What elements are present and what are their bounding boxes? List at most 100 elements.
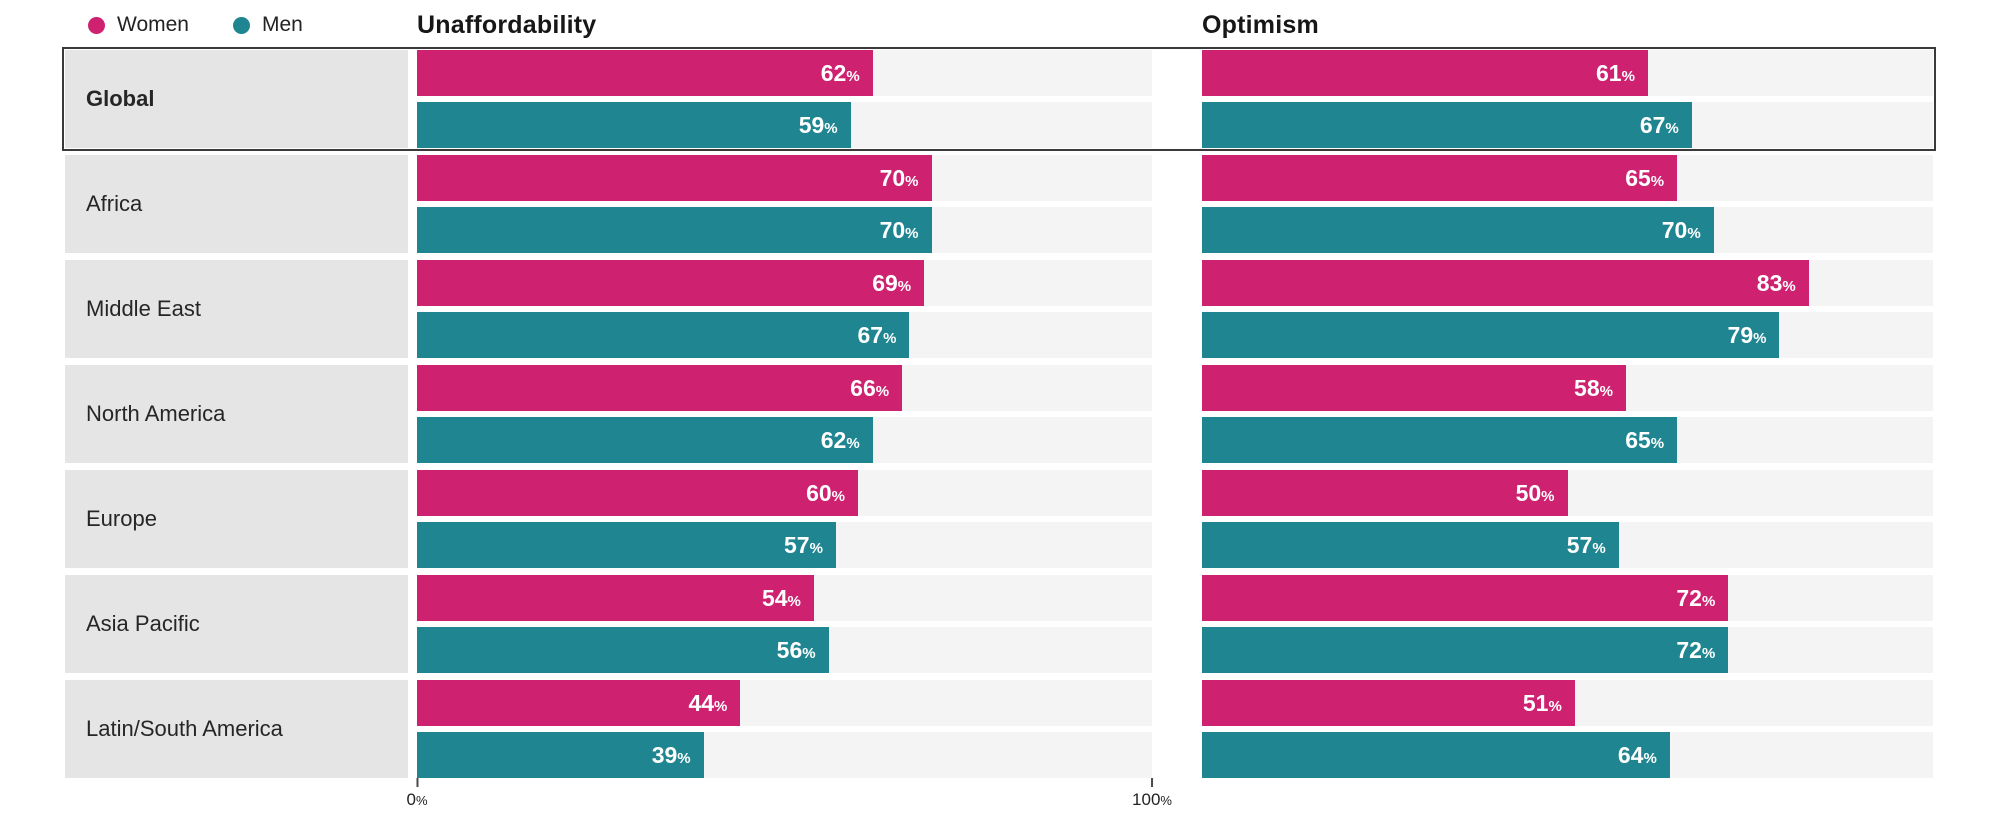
optimism-bars: 50% 57% (1202, 470, 1933, 568)
bar-value: 58% (1574, 374, 1613, 401)
bar-value-number: 57 (784, 531, 810, 558)
men-bar: 57% (1202, 522, 1619, 568)
women-bar: 69% (417, 260, 925, 306)
unaffordability-bars: 69% 67% (417, 260, 1152, 358)
men-bar: 65% (1202, 417, 1678, 463)
bar-value: 70% (880, 166, 919, 190)
bar-value: 50% (1515, 479, 1555, 506)
women-bar: 83% (1202, 260, 1809, 306)
bar-value: 69% (872, 271, 912, 295)
optimism-bars: 58% 65% (1202, 365, 1933, 463)
men-bar: 64% (1202, 732, 1670, 778)
percent-sign: % (824, 119, 838, 137)
axis-tick-label: 0% (406, 791, 427, 808)
men-bar-track: 62% (417, 417, 1152, 463)
percent-sign: % (1665, 119, 1679, 137)
bar-value-number: 58 (1574, 374, 1600, 401)
women-bar: 51% (1202, 680, 1575, 726)
unaffordability-bars: 54% 56% (417, 575, 1152, 673)
legend-item-men: Men (232, 13, 303, 37)
women-bar-track: 72% (1202, 575, 1933, 621)
men-bar: 39% (417, 732, 704, 778)
percent-sign: % (415, 793, 428, 808)
percent-sign: % (846, 434, 860, 452)
men-bar: 62% (417, 417, 873, 463)
axis-tick-100: 100% (1132, 778, 1172, 808)
percent-sign: % (1599, 382, 1613, 400)
women-bar-track: 61% (1202, 50, 1933, 96)
men-bar: 56% (417, 627, 829, 673)
men-bar: 72% (1202, 627, 1729, 673)
chart-header: Women Men Unaffordability Optimism (65, 0, 1933, 50)
women-bar: 44% (417, 680, 741, 726)
men-bar-track: 39% (417, 732, 1152, 778)
bar-value: 83% (1756, 269, 1796, 296)
women-bar: 66% (417, 365, 903, 411)
bar-value: 54% (762, 586, 801, 610)
unaffordability-bars: 60% 57% (417, 470, 1152, 568)
bar-value: 44% (688, 689, 727, 716)
women-bar-track: 66% (417, 365, 1152, 411)
percent-sign: % (897, 277, 912, 295)
bar-value: 79% (1727, 321, 1767, 348)
percent-sign: % (1782, 277, 1796, 295)
optimism-bars: 83% 79% (1202, 260, 1933, 358)
axis-row: 0% 100% (65, 778, 1933, 819)
rows-container: Global 62% 59% 61% 67% Africa 70% 70% 65% 70% Midd… (62, 47, 1936, 778)
region-row-global: Global 62% 59% 61% 67% (62, 47, 1936, 151)
percent-sign: % (677, 749, 691, 767)
bar-value: 57% (784, 531, 823, 558)
bar-value-number: 60 (806, 479, 832, 506)
bar-value: 59% (799, 113, 838, 137)
men-bar: 70% (1202, 207, 1714, 253)
men-bar-track: 65% (1202, 417, 1933, 463)
bar-value: 70% (1661, 216, 1701, 243)
unaffordability-bars: 44% 39% (417, 680, 1152, 778)
women-bar: 60% (417, 470, 858, 516)
axis-tick-label: 100% (1132, 791, 1172, 808)
panel-title-optimism: Optimism (1202, 10, 1319, 39)
bar-value-number: 72 (1676, 584, 1702, 611)
x-axis: 0% 100% (406, 778, 1172, 819)
optimism-bars: 61% 67% (1202, 50, 1933, 148)
men-bar-track: 70% (1202, 207, 1933, 253)
bar-value: 70% (880, 218, 919, 242)
women-bar: 61% (1202, 50, 1648, 96)
region-label: Global (65, 50, 408, 148)
bar-value-number: 50 (1515, 479, 1542, 506)
optimism-bars: 72% 72% (1202, 575, 1933, 673)
region-row-latin-south-america: Latin/South America 44% 39% 51% 64% (65, 680, 1933, 778)
women-bar-track: 62% (417, 50, 1152, 96)
bar-value: 65% (1625, 164, 1664, 191)
women-bar: 65% (1202, 155, 1678, 201)
bar-value: 66% (850, 374, 890, 401)
bar-value: 56% (777, 638, 816, 662)
bar-value-number: 65 (1625, 164, 1651, 191)
bar-value-number: 70 (1661, 216, 1688, 243)
women-bar-track: 69% (417, 260, 1152, 306)
region-label: Latin/South America (65, 680, 408, 778)
region-label: Europe (65, 470, 408, 568)
bar-value: 39% (652, 743, 691, 767)
women-bar: 50% (1202, 470, 1568, 516)
men-bar-track: 70% (417, 207, 1152, 253)
percent-sign: % (787, 592, 801, 610)
bar-value-number: 44 (688, 689, 715, 716)
bar-value-number: 66 (850, 374, 876, 401)
women-bar: 58% (1202, 365, 1626, 411)
bar-value-number: 83 (1756, 269, 1783, 296)
region-label: Africa (65, 155, 408, 253)
legend-men-label: Men (261, 13, 303, 36)
women-bar: 54% (417, 575, 814, 621)
bar-value-number: 79 (1727, 321, 1754, 348)
women-bar-track: 54% (417, 575, 1152, 621)
percent-sign: % (875, 382, 890, 400)
percent-sign: % (1548, 697, 1562, 715)
men-bar: 59% (417, 102, 851, 148)
bar-value-number: 51 (1522, 689, 1549, 716)
region-row-middle-east: Middle East 69% 67% 83% 79% (65, 260, 1933, 358)
percent-sign: % (1687, 224, 1701, 242)
percent-sign: % (809, 539, 823, 557)
women-bar-track: 65% (1202, 155, 1933, 201)
